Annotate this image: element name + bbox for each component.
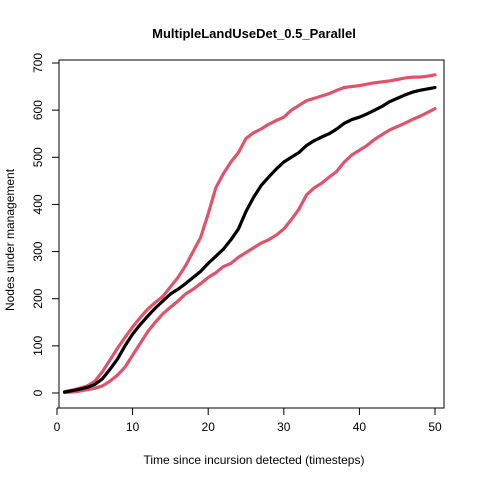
x-tick-label: 50 <box>428 420 442 434</box>
y-axis: 0 100 200 300 400 500 600 700 <box>31 53 60 396</box>
x-tick-label: 40 <box>353 420 367 434</box>
y-tick-label: 700 <box>31 53 45 73</box>
y-tick-label: 0 <box>31 389 45 396</box>
x-axis-label: Time since incursion detected (timesteps… <box>144 453 365 467</box>
x-tick-label: 20 <box>202 420 216 434</box>
plot-area-frame <box>58 59 445 409</box>
x-tick-label: 0 <box>54 420 61 434</box>
y-tick-label: 600 <box>31 100 45 120</box>
x-axis: 0 10 20 30 40 50 <box>54 407 442 434</box>
x-tick-label: 10 <box>126 420 140 434</box>
x-tick-label: 30 <box>277 420 291 434</box>
series-line-3 <box>62 107 437 395</box>
y-tick-label: 200 <box>31 288 45 308</box>
series-layer <box>62 73 437 395</box>
chart-title: MultipleLandUseDet_0.5_Parallel <box>152 26 356 41</box>
y-tick-label: 100 <box>31 336 45 356</box>
y-tick-label: 500 <box>31 147 45 167</box>
y-tick-label: 300 <box>31 241 45 261</box>
y-axis-label: Nodes under management <box>3 168 17 311</box>
series-line-1 <box>62 85 437 394</box>
y-tick-label: 400 <box>31 194 45 214</box>
series-line-2 <box>62 73 437 394</box>
